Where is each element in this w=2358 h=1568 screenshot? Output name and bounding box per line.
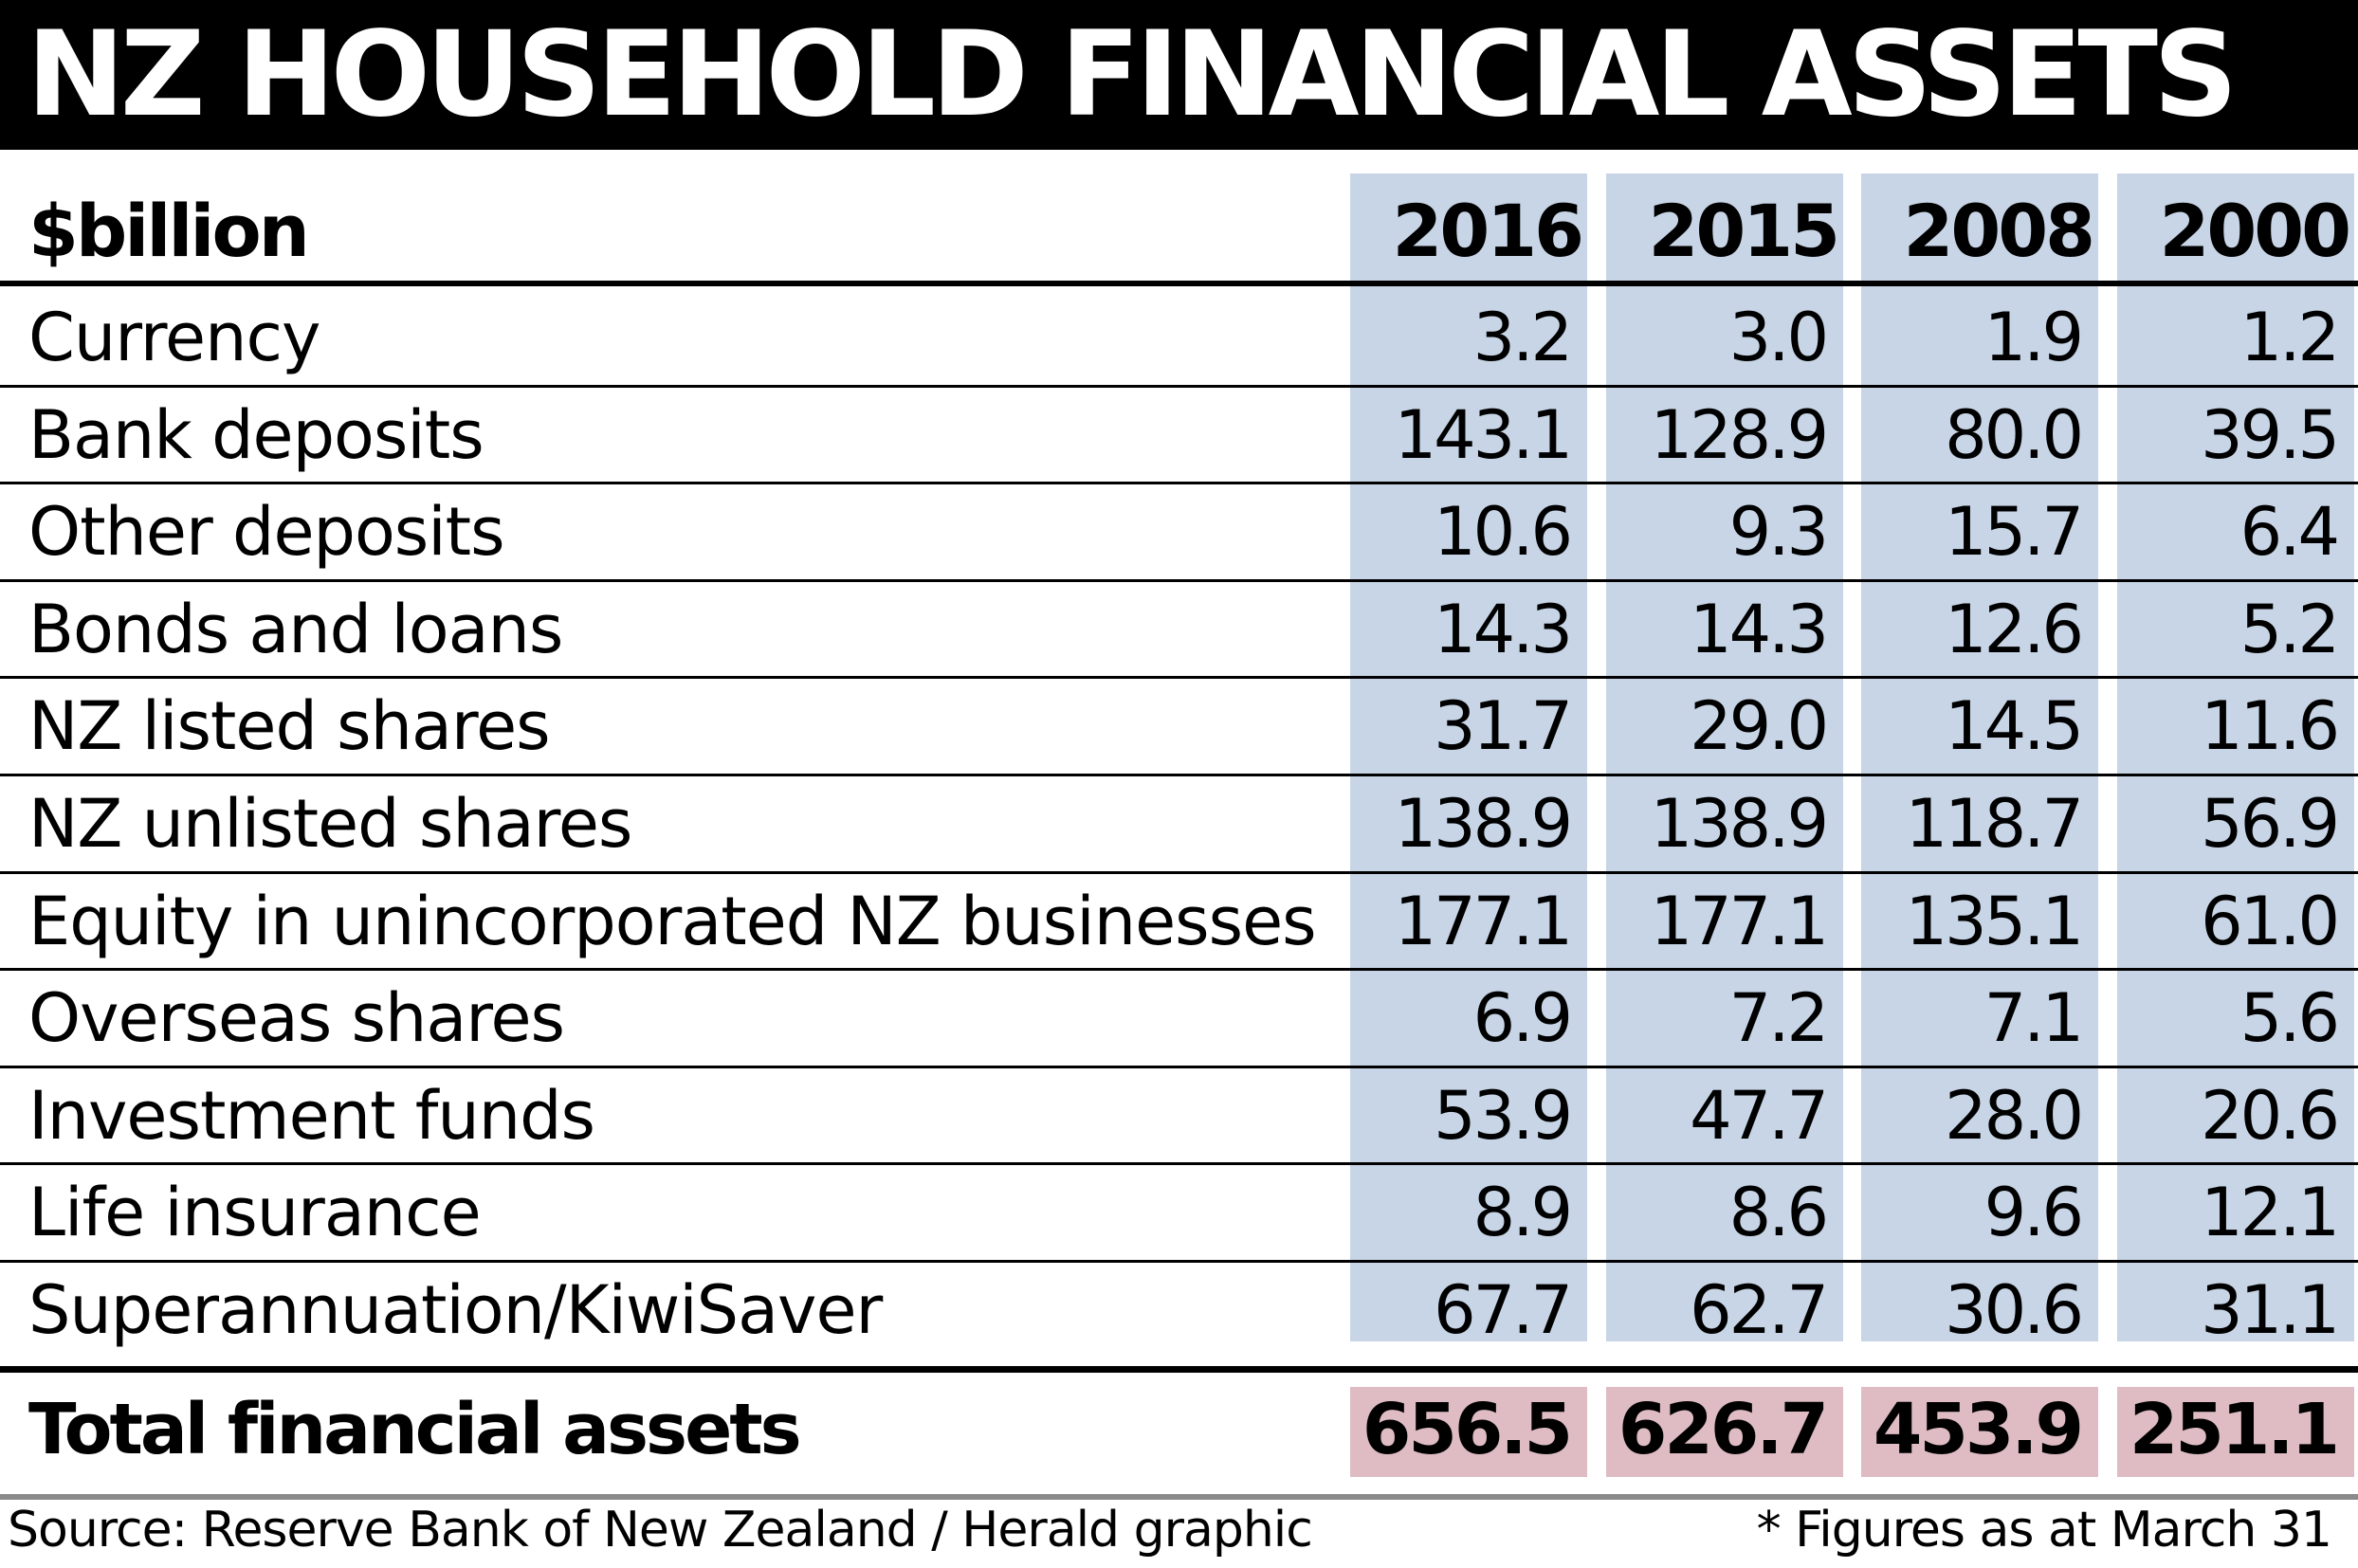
data-cell: 143.1 <box>1394 395 1573 474</box>
row-label: Bonds and loans <box>28 590 563 668</box>
row-rule <box>0 1260 2358 1263</box>
chart-title: NZ HOUSEHOLD FINANCIAL ASSETS <box>27 7 2238 143</box>
total-rule <box>0 1366 2358 1373</box>
title-bar: NZ HOUSEHOLD FINANCIAL ASSETS <box>0 0 2358 150</box>
data-cell: 14.5 <box>1945 687 2084 766</box>
year-header: 2015 <box>1648 189 1840 273</box>
data-cell: 128.9 <box>1650 395 1829 474</box>
row-label: Currency <box>28 299 320 376</box>
row-rule <box>0 870 2358 874</box>
row-rule <box>0 774 2358 776</box>
year-column-shade <box>1606 173 1843 1341</box>
data-cell: 135.1 <box>1905 882 2084 960</box>
row-rule <box>0 482 2358 485</box>
data-cell: 7.2 <box>1728 979 1829 1058</box>
data-cell: 138.9 <box>1394 785 1573 863</box>
row-label: NZ listed shares <box>28 687 551 766</box>
row-label: Life insurance <box>28 1174 482 1252</box>
row-rule <box>0 578 2358 582</box>
year-header: 2000 <box>2159 189 2351 273</box>
total-cell: 251.1 <box>2129 1389 2340 1470</box>
row-label: Overseas shares <box>28 979 565 1058</box>
data-cell: 177.1 <box>1650 882 1829 960</box>
source-note: Source: Reserve Bank of New Zealand / He… <box>8 1502 1313 1559</box>
year-header: 2008 <box>1903 189 2095 273</box>
data-cell: 5.6 <box>2239 979 2340 1058</box>
year-column-shade <box>2117 173 2354 1341</box>
data-cell: 10.6 <box>1434 493 1573 572</box>
data-cell: 53.9 <box>1434 1076 1573 1155</box>
data-cell: 3.2 <box>1472 299 1573 376</box>
row-label: Other deposits <box>28 493 505 572</box>
data-cell: 177.1 <box>1394 882 1573 960</box>
data-cell: 30.6 <box>1945 1271 2084 1349</box>
data-cell: 6.9 <box>1472 979 1573 1058</box>
row-rule <box>0 1065 2358 1068</box>
row-label: Bank deposits <box>28 395 484 474</box>
data-cell: 8.6 <box>1728 1174 1829 1252</box>
total-cell: 656.5 <box>1362 1389 1573 1470</box>
row-label: Superannuation/KiwiSaver <box>28 1271 883 1349</box>
total-cell-shade <box>2117 1387 2354 1477</box>
header-rule <box>0 281 2358 286</box>
year-header: 2016 <box>1392 189 1584 273</box>
data-cell: 12.1 <box>2201 1174 2340 1252</box>
row-rule <box>0 968 2358 972</box>
row-rule <box>0 676 2358 680</box>
data-cell: 138.9 <box>1650 785 1829 863</box>
data-cell: 28.0 <box>1945 1076 2084 1155</box>
data-cell: 14.3 <box>1434 590 1573 668</box>
data-cell: 20.6 <box>2201 1076 2340 1155</box>
data-cell: 8.9 <box>1472 1174 1573 1252</box>
data-cell: 56.9 <box>2201 785 2340 863</box>
total-cell: 453.9 <box>1873 1389 2084 1470</box>
row-label: Investment funds <box>28 1076 595 1155</box>
data-cell: 12.6 <box>1945 590 2084 668</box>
data-cell: 6.4 <box>2239 493 2340 572</box>
data-cell: 1.2 <box>2239 299 2340 376</box>
total-cell-shade <box>1861 1387 2098 1477</box>
row-label: Equity in unincorporated NZ businesses <box>28 882 1317 960</box>
data-cell: 62.7 <box>1690 1271 1829 1349</box>
row-label: NZ unlisted shares <box>28 785 632 863</box>
data-cell: 5.2 <box>2239 590 2340 668</box>
data-cell: 61.0 <box>2201 882 2340 960</box>
data-cell: 1.9 <box>1983 299 2084 376</box>
data-cell: 3.0 <box>1728 299 1829 376</box>
data-cell: 47.7 <box>1690 1076 1829 1155</box>
row-rule <box>0 1162 2358 1166</box>
figures-note: * Figures as at March 31 <box>1756 1502 2332 1559</box>
data-cell: 67.7 <box>1434 1271 1573 1349</box>
data-cell: 31.1 <box>2201 1271 2340 1349</box>
data-cell: 31.7 <box>1434 687 1573 766</box>
total-label: Total financial assets <box>28 1389 802 1470</box>
year-column-shade <box>1350 173 1587 1341</box>
year-column-shade <box>1861 173 2098 1341</box>
data-cell: 14.3 <box>1690 590 1829 668</box>
data-cell: 39.5 <box>2201 395 2340 474</box>
data-cell: 29.0 <box>1690 687 1829 766</box>
data-cell: 9.6 <box>1983 1174 2084 1252</box>
row-rule <box>0 384 2358 388</box>
data-cell: 118.7 <box>1905 785 2084 863</box>
data-cell: 11.6 <box>2201 687 2340 766</box>
total-cell-shade <box>1606 1387 1843 1477</box>
data-cell: 80.0 <box>1945 395 2084 474</box>
data-cell: 7.1 <box>1983 979 2084 1058</box>
data-cell: 15.7 <box>1945 493 2084 572</box>
unit-header: $billion <box>28 189 310 273</box>
total-cell-shade <box>1350 1387 1587 1477</box>
total-cell: 626.7 <box>1618 1389 1829 1470</box>
footer-rule <box>0 1494 2358 1500</box>
data-cell: 9.3 <box>1728 493 1829 572</box>
